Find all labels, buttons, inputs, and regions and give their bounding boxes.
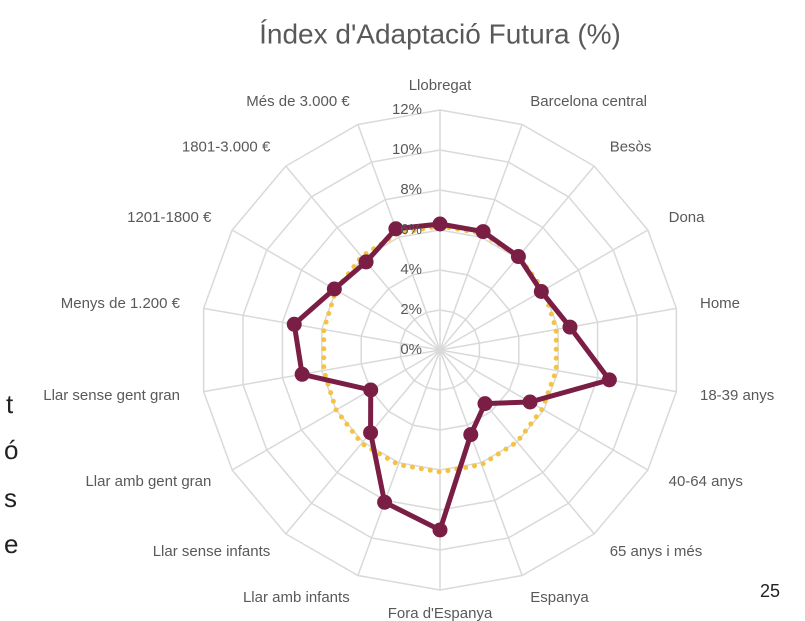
category-label: Home (700, 295, 740, 312)
side-text: t (6, 389, 14, 419)
point (601, 372, 617, 388)
y-tick-label: 12% (392, 101, 422, 118)
category-label: 1201-1800 € (127, 209, 212, 226)
category-label: Dona (669, 209, 706, 226)
side-text: s (4, 483, 17, 513)
point (358, 254, 374, 270)
page-number: 25 (760, 581, 780, 601)
category-label: Més de 3.000 € (246, 93, 350, 110)
spoke (357, 124, 441, 351)
y-tick-label: 4% (400, 261, 422, 278)
point (432, 522, 448, 538)
point (477, 396, 493, 412)
spoke (285, 349, 441, 535)
point (522, 394, 538, 410)
category-label: Besòs (610, 139, 652, 156)
category-label: 40-64 anys (669, 473, 743, 490)
side-text: e (4, 529, 18, 559)
category-label: Llar sense infants (153, 543, 271, 560)
point (463, 427, 479, 443)
point (363, 425, 379, 441)
point (388, 221, 404, 237)
y-tick-label: 10% (392, 141, 422, 158)
spoke (203, 349, 441, 393)
point (533, 284, 549, 299)
chart-title: Índex d'Adaptació Futura (%) (259, 18, 621, 49)
category-label: Fora d'Espanya (388, 605, 493, 621)
point (326, 281, 342, 297)
spoke (439, 349, 595, 535)
side-text: ó (4, 435, 18, 465)
point (377, 494, 393, 510)
category-label: Llar amb infants (243, 589, 350, 606)
spoke (357, 349, 441, 576)
point (286, 316, 302, 332)
category-label: Llobregat (409, 77, 472, 94)
y-tick-label: 2% (400, 301, 422, 318)
spoke (439, 307, 677, 351)
category-label: 65 anys i més (610, 543, 703, 560)
point (475, 224, 491, 240)
category-label: Llar amb gent gran (85, 473, 211, 490)
category-label: Llar sense gent gran (43, 387, 180, 404)
category-label: Menys de 1.200 € (61, 295, 181, 312)
point (432, 216, 448, 232)
category-label: Espanya (530, 589, 589, 606)
point (363, 382, 379, 398)
y-tick-label: 0% (400, 341, 422, 358)
spoke (439, 349, 677, 393)
category-label: 1801-3.000 € (182, 139, 271, 156)
point (562, 319, 578, 335)
category-label: 18-39 anys (700, 387, 774, 404)
y-tick-label: 6% (400, 221, 422, 238)
series-line (291, 221, 612, 533)
point (510, 249, 526, 265)
category-label: Barcelona central (530, 93, 647, 110)
point (294, 366, 310, 382)
y-tick-label: 8% (400, 181, 422, 198)
spoke (203, 307, 441, 351)
